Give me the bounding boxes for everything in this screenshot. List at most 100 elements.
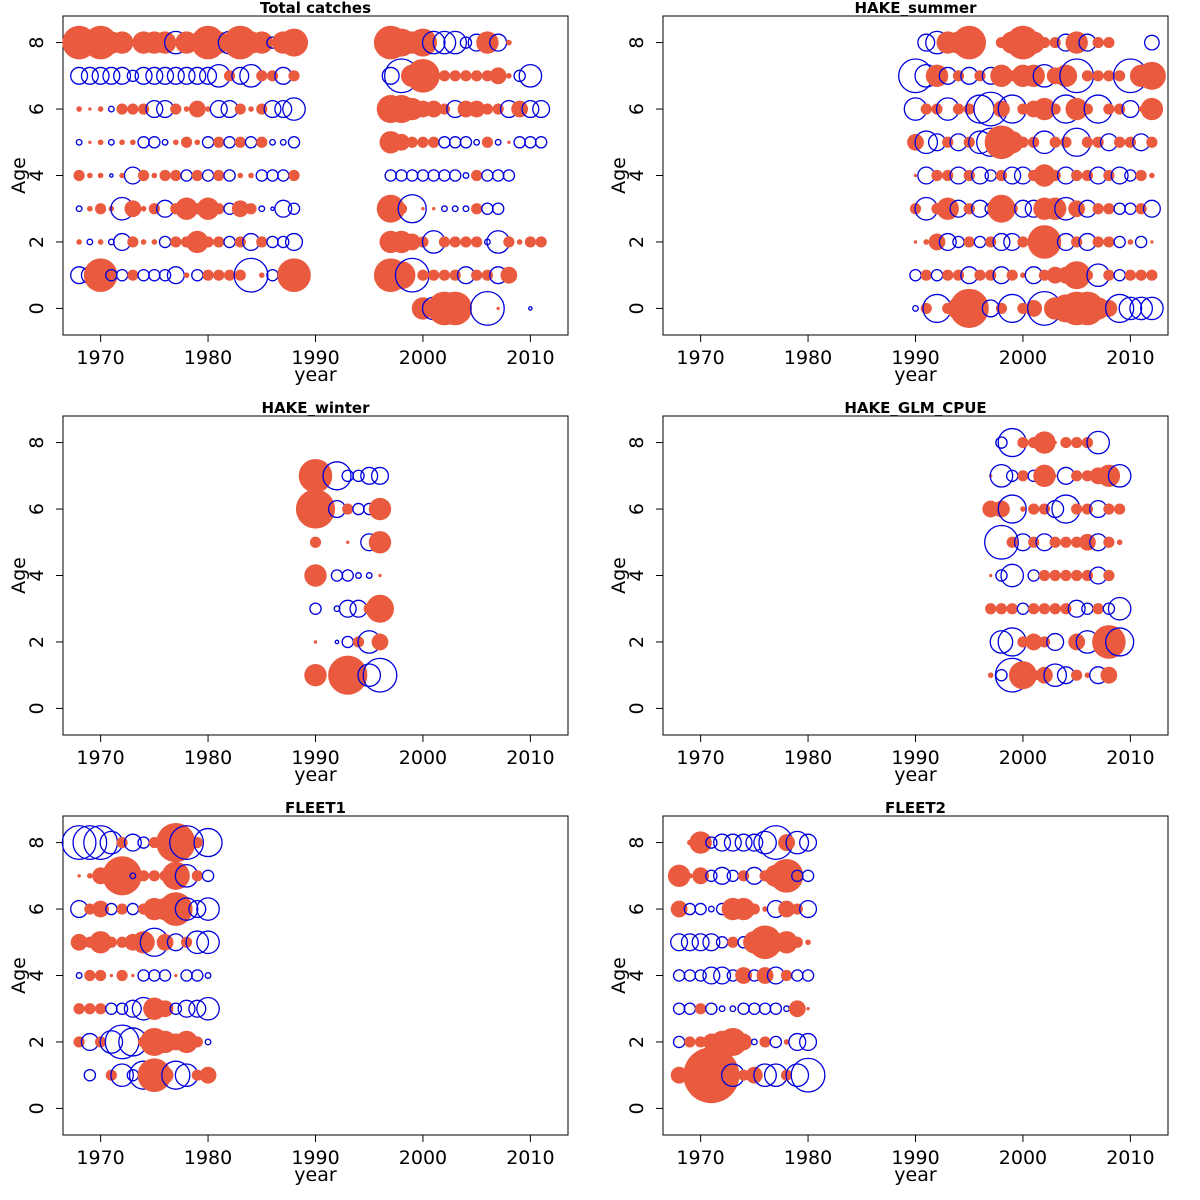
y-axis-label: Age (8, 157, 30, 194)
positive-residual-bubble (173, 139, 179, 146)
negative-residual-bubble (201, 169, 215, 182)
negative-residual-bubble (443, 30, 468, 55)
positive-residual-bubble (406, 59, 440, 93)
negative-residual-bubble (1118, 296, 1143, 321)
positive-residual-bubble (1092, 603, 1104, 615)
positive-residual-bubble (1053, 440, 1057, 445)
y-tick-label: 0 (626, 302, 648, 314)
x-tick-label: 1970 (76, 747, 124, 769)
positive-residual-bubble (971, 300, 989, 317)
negative-residual-bubble (750, 1038, 758, 1046)
negative-residual-bubble (521, 99, 540, 119)
positive-residual-bubble (1071, 436, 1083, 449)
positive-residual-bubble (1027, 225, 1062, 259)
positive-residual-bubble (1060, 569, 1072, 582)
positive-residual-bubble (735, 1033, 752, 1051)
positive-residual-bubble (759, 1036, 771, 1048)
positive-residual-bubble (131, 973, 135, 978)
positive-residual-bubble (256, 236, 268, 248)
negative-residual-bubble (86, 238, 94, 246)
y-tick-label: 4 (26, 169, 48, 181)
positive-residual-bubble (1079, 533, 1096, 551)
negative-residual-bubble (334, 639, 340, 645)
negative-residual-bubble (266, 268, 279, 282)
positive-residual-bubble (170, 103, 182, 115)
negative-residual-bubble (984, 524, 1019, 560)
positive-residual-bubble (928, 233, 946, 251)
negative-residual-bubble (145, 99, 164, 119)
positive-residual-bubble (974, 269, 986, 281)
positive-residual-bubble (496, 306, 500, 311)
negative-residual-bubble (107, 105, 115, 113)
positive-residual-bubble (371, 633, 389, 651)
negative-residual-bubble (360, 466, 379, 485)
positive-residual-bubble (963, 103, 975, 115)
negative-residual-bubble (274, 199, 293, 218)
positive-residual-bubble (1017, 236, 1029, 248)
x-tick-label: 1980 (184, 1147, 232, 1169)
positive-residual-bubble (920, 103, 932, 115)
x-tick-label: 1990 (291, 347, 339, 369)
positive-residual-bubble (127, 269, 139, 281)
positive-residual-bubble (376, 194, 405, 223)
positive-residual-bubble (1100, 300, 1118, 317)
positive-residual-bubble (84, 903, 96, 915)
positive-residual-bubble (535, 236, 547, 248)
y-tick-label: 4 (26, 969, 48, 981)
positive-residual-bubble (140, 205, 147, 212)
positive-residual-bubble (1146, 269, 1158, 281)
positive-residual-bubble (237, 172, 244, 179)
negative-residual-bubble (469, 290, 505, 326)
positive-residual-bubble (191, 1069, 203, 1081)
negative-residual-bubble (231, 66, 250, 85)
positive-residual-bubble (963, 236, 975, 248)
positive-residual-bubble (137, 169, 150, 182)
negative-residual-bubble (287, 202, 301, 215)
positive-residual-bubble (489, 67, 507, 85)
positive-residual-bubble (116, 103, 128, 115)
negative-residual-bubble (166, 266, 185, 285)
negative-residual-bubble (705, 836, 718, 849)
negative-residual-bubble (462, 205, 470, 213)
negative-residual-bubble (753, 1063, 777, 1088)
negative-residual-bubble (683, 1002, 697, 1015)
positive-residual-bubble (737, 1069, 750, 1081)
positive-residual-bubble (130, 139, 136, 146)
negative-residual-bubble (109, 173, 114, 178)
positive-residual-bubble (920, 302, 932, 315)
positive-residual-bubble (1114, 503, 1126, 515)
negative-residual-bubble (277, 169, 290, 182)
positive-residual-bubble (689, 831, 712, 854)
positive-residual-bubble (304, 564, 327, 587)
positive-residual-bubble (769, 859, 804, 893)
positive-residual-bubble (180, 136, 193, 148)
negative-residual-bubble (1104, 627, 1135, 657)
negative-residual-bubble (115, 1002, 129, 1015)
positive-residual-bubble (507, 140, 511, 144)
positive-residual-bubble (191, 169, 203, 182)
x-tick-label: 2010 (506, 1147, 554, 1169)
negative-residual-bubble (984, 169, 997, 182)
negative-residual-bubble (180, 169, 193, 182)
positive-residual-bubble (1054, 64, 1078, 88)
positive-residual-bubble (1103, 236, 1115, 248)
positive-residual-bubble (89, 931, 112, 954)
positive-residual-bubble (328, 655, 368, 695)
positive-residual-bubble (780, 969, 793, 982)
positive-residual-bubble (159, 169, 171, 182)
positive-residual-bubble (511, 100, 529, 118)
positive-residual-bubble (1017, 103, 1029, 115)
negative-residual-bubble (672, 1035, 686, 1049)
positive-residual-bubble (258, 272, 265, 278)
panel-title: Total catches (260, 0, 371, 17)
positive-residual-bubble (1103, 503, 1115, 515)
positive-residual-bubble (304, 663, 327, 687)
negative-residual-bubble (491, 169, 505, 182)
negative-residual-bubble (269, 138, 276, 146)
negative-residual-bubble (115, 268, 129, 282)
negative-residual-bubble (166, 66, 185, 85)
positive-residual-bubble (1038, 269, 1051, 281)
negative-residual-bubble (384, 169, 397, 182)
negative-residual-bubble (491, 202, 505, 215)
negative-residual-bubble (691, 933, 710, 952)
